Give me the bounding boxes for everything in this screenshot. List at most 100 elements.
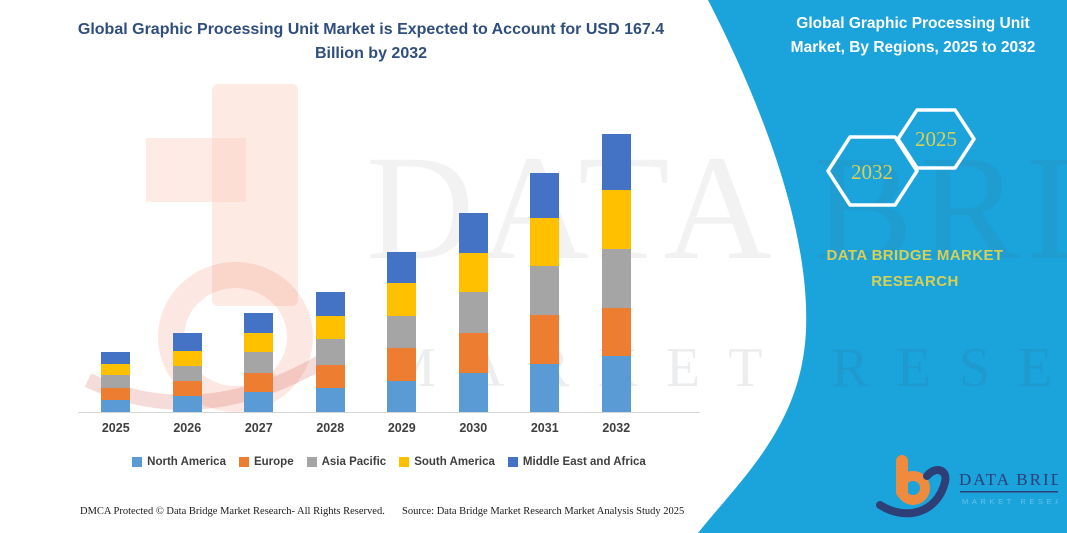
segment-south-america	[601, 190, 631, 249]
segment-south-america	[530, 217, 560, 266]
brand-text: DATA BRIDGE MARKET RESEARCH	[785, 243, 1045, 296]
segment-middle-east-and-africa	[458, 213, 488, 253]
segment-north-america	[244, 392, 274, 412]
hexagon-2032-label: 2032	[851, 160, 893, 184]
segment-asia-pacific	[315, 339, 345, 365]
segment-europe	[244, 373, 274, 393]
segment-europe	[387, 348, 417, 381]
bar-column-2032	[581, 132, 653, 412]
x-tick-2026: 2026	[173, 421, 202, 435]
bar-column-2026	[152, 132, 224, 412]
chart-title-line1: Global Graphic Processing Unit Market is…	[77, 21, 665, 38]
panel-title-line2: Market, By Regions, 2025 to 2032	[790, 39, 1036, 57]
segment-middle-east-and-africa	[172, 332, 202, 351]
segment-asia-pacific	[530, 265, 560, 316]
logo-name-text: DATA BRIDGE	[959, 470, 1058, 489]
legend-swatch	[306, 457, 317, 467]
legend-swatch	[507, 457, 518, 467]
legend-label: South America	[414, 456, 495, 468]
segment-south-america	[101, 364, 131, 376]
bar-column-2030	[438, 132, 510, 412]
chart-legend: North America Europe Asia Pacific South Ame…	[78, 456, 700, 468]
legend-item-asia-pacific: Asia Pacific	[306, 456, 387, 468]
legend-label: Europe	[253, 456, 294, 468]
segment-south-america	[172, 350, 202, 366]
segment-asia-pacific	[387, 315, 417, 349]
stacked-bar-2026	[172, 332, 202, 412]
segment-north-america	[601, 356, 631, 412]
x-tick-2029: 2029	[387, 421, 416, 435]
segment-middle-east-and-africa	[530, 173, 560, 218]
x-tick-2032: 2032	[602, 421, 631, 435]
panel-title-line1: Global Graphic Processing Unit	[796, 15, 1030, 32]
panel-title: Global Graphic Processing Unit Market, B…	[767, 12, 1059, 60]
bars	[80, 132, 652, 412]
segment-asia-pacific	[101, 375, 131, 389]
segment-north-america	[530, 364, 560, 412]
x-tick-2028: 2028	[316, 421, 345, 435]
segment-middle-east-and-africa	[244, 312, 274, 334]
brand-line1: DATA BRIDGE MARKET	[826, 247, 1004, 264]
segment-north-america	[172, 395, 202, 412]
legend-label: Asia Pacific	[321, 456, 387, 468]
segment-north-america	[387, 380, 417, 412]
stacked-bar-2027	[244, 312, 274, 412]
segment-north-america	[458, 372, 488, 412]
hexagon-2025	[896, 108, 976, 170]
segment-europe	[101, 388, 131, 400]
segment-asia-pacific	[172, 365, 202, 382]
segment-south-america	[315, 315, 345, 340]
segment-europe	[601, 307, 631, 357]
x-axis-ticks: 2025 2026 2027 2028 2029 2030 2031 2032	[80, 421, 652, 435]
segment-north-america	[315, 388, 345, 412]
segment-south-america	[244, 333, 274, 352]
segment-middle-east-and-africa	[101, 351, 131, 365]
segment-middle-east-and-africa	[601, 134, 631, 191]
legend-label: North America	[147, 456, 226, 468]
bar-column-2025	[80, 132, 152, 412]
brand-line2: RESEARCH	[871, 273, 959, 291]
legend-item-europe: Europe	[238, 456, 294, 468]
logo-d-swoosh	[876, 466, 950, 518]
segment-middle-east-and-africa	[315, 291, 345, 316]
bar-column-2028	[295, 132, 367, 412]
legend-swatch	[238, 457, 249, 467]
bar-column-2027	[223, 132, 295, 412]
logo-underline	[960, 491, 1058, 493]
x-tick-2027: 2027	[244, 421, 273, 435]
x-tick-2031: 2031	[530, 421, 559, 435]
legend-swatch	[132, 457, 143, 467]
stacked-bar-2029	[387, 252, 417, 412]
stacked-bar-2025	[101, 351, 131, 412]
dmca-notice: DMCA Protected © Data Bridge Market Rese…	[80, 506, 385, 517]
segment-north-america	[101, 400, 131, 412]
company-logo: DATA BRIDGE MARKET RESEARCH	[876, 455, 1058, 518]
legend-item-north-america: North America	[132, 456, 226, 468]
logo-b-bowl	[896, 471, 930, 505]
stacked-bar-2031	[530, 173, 560, 412]
chart-title: Global Graphic Processing Unit Market is…	[55, 18, 687, 66]
segment-south-america	[387, 283, 417, 316]
segment-asia-pacific	[601, 248, 631, 308]
footer: DMCA Protected © Data Bridge Market Rese…	[80, 506, 705, 517]
segment-south-america	[458, 252, 488, 293]
segment-europe	[458, 332, 488, 373]
stacked-bar-2028	[315, 291, 345, 412]
hexagon-2032	[826, 135, 919, 207]
stacked-bar-2030	[458, 213, 488, 412]
stacked-bar-2032	[601, 134, 631, 412]
logo-subtitle-text: MARKET RESEARCH	[962, 497, 1058, 506]
segment-europe	[172, 381, 202, 396]
chart-title-line2: Billion by 2032	[314, 45, 428, 62]
segment-asia-pacific	[458, 292, 488, 333]
x-axis-line	[78, 412, 700, 413]
legend-label: Middle East and Africa	[522, 456, 646, 468]
segment-asia-pacific	[244, 351, 274, 374]
x-tick-2030: 2030	[459, 421, 488, 435]
bar-column-2029	[366, 132, 438, 412]
legend-item-south-america: South America	[399, 456, 495, 468]
segment-middle-east-and-africa	[387, 252, 417, 284]
